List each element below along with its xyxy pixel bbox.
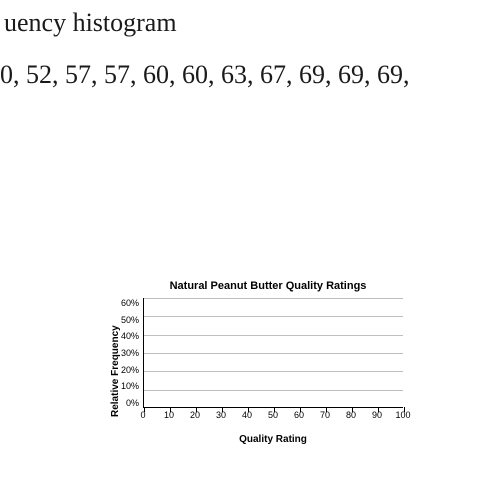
x-tick-label: 80 [346, 410, 356, 420]
x-tick-label: 90 [372, 410, 382, 420]
x-tick-label: 40 [242, 410, 252, 420]
y-tick-label: 0% [126, 398, 139, 408]
gridline [144, 371, 403, 372]
x-tick-label: 100 [396, 410, 411, 420]
x-tick-label: 20 [190, 410, 200, 420]
x-tick-label: 30 [216, 410, 226, 420]
x-axis-label: Quality Rating [143, 434, 403, 445]
gridline [144, 316, 403, 317]
handwritten-title: uency histogram [4, 8, 177, 38]
chart-title: Natural Peanut Butter Quality Ratings [108, 280, 428, 292]
gridline [144, 353, 403, 354]
y-tick-label: 60% [121, 298, 139, 308]
gridline [144, 298, 403, 299]
y-tick-label: 30% [121, 348, 139, 358]
chart-container: Natural Peanut Butter Quality Ratings Rel… [108, 280, 428, 445]
plot-area [143, 298, 403, 408]
y-tick-label: 50% [121, 315, 139, 325]
x-tick-label: 70 [320, 410, 330, 420]
x-tick-label: 10 [164, 410, 174, 420]
x-tick-label: 50 [268, 410, 278, 420]
y-tick-label: 10% [121, 381, 139, 391]
y-axis-label: Relative Frequency [108, 298, 121, 445]
x-tick-label: 60 [294, 410, 304, 420]
gridline [144, 390, 403, 391]
x-tick-label: 0 [141, 410, 146, 420]
y-tick-label: 40% [121, 331, 139, 341]
handwritten-data-list: 0, 52, 57, 57, 60, 60, 63, 67, 69, 69, 6… [0, 60, 410, 90]
y-tick-label: 20% [121, 365, 139, 375]
gridline [144, 335, 403, 336]
